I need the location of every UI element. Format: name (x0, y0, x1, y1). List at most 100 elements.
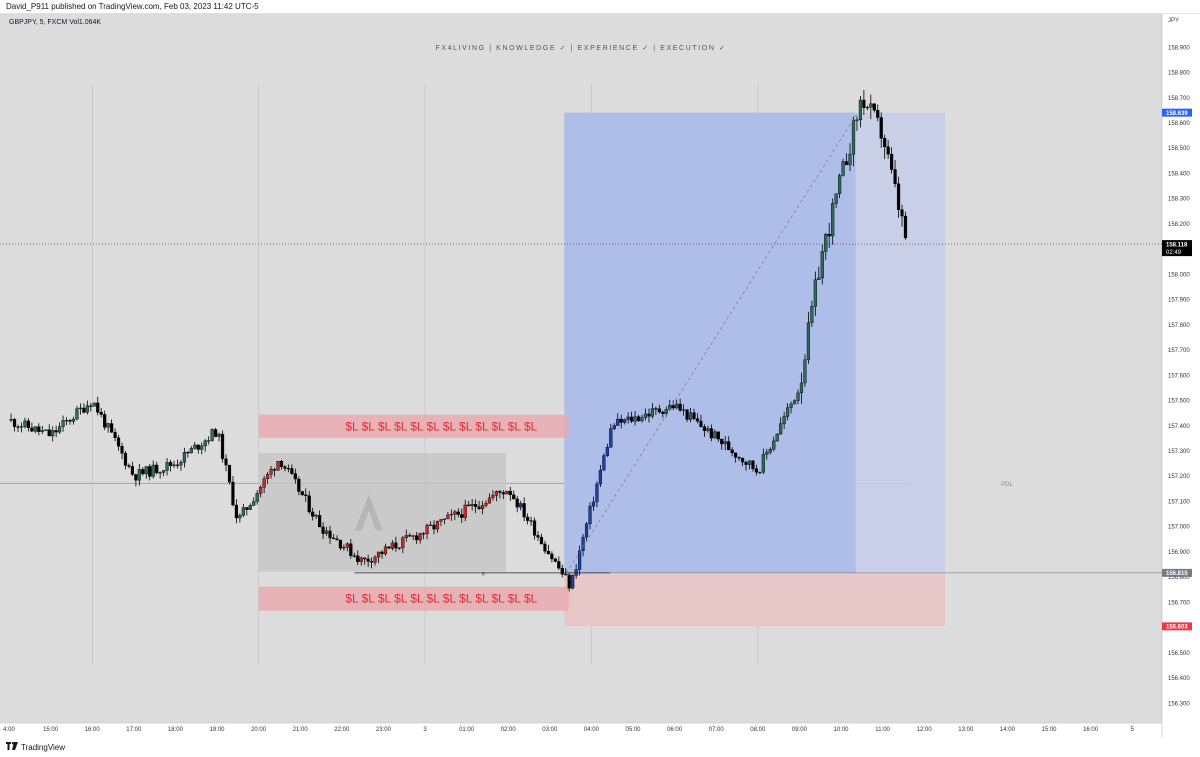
candle-body (78, 407, 83, 409)
volume-label: Vol1.064K (69, 19, 102, 26)
price-tick-label: 158.900 (1168, 45, 1190, 51)
candle-body (602, 455, 606, 471)
candle-body (550, 553, 554, 560)
price-tick-label: 158.700 (1168, 96, 1190, 102)
candle-body (293, 473, 297, 480)
candle-body (567, 574, 571, 589)
candle-body (116, 437, 121, 447)
candle-body (779, 423, 783, 435)
candle-body (747, 460, 752, 465)
candle-body (650, 408, 655, 417)
candle-body (692, 412, 696, 419)
candle-body (858, 99, 863, 121)
price-tick-label: 158.800 (1168, 71, 1190, 77)
candle-body (786, 407, 790, 417)
candle-body (477, 506, 481, 509)
candle-body (869, 103, 873, 108)
price-tick-label: 157.800 (1168, 323, 1190, 329)
candle-body (304, 494, 308, 496)
candle-body (675, 403, 679, 409)
price-tick-label: 157.700 (1168, 348, 1190, 354)
candle-body (449, 513, 453, 516)
candle-body (727, 441, 731, 451)
candle-body (234, 504, 239, 519)
candle-body (318, 515, 322, 528)
candle-body (584, 523, 589, 538)
candle-body (158, 472, 162, 474)
candle-body (789, 403, 793, 408)
candle-body (307, 495, 311, 513)
candle-body (765, 451, 769, 455)
candle-body (605, 446, 609, 456)
candle-body (397, 547, 401, 549)
sl-zone (258, 586, 569, 611)
tradingview-brand[interactable]: TradingView (6, 742, 65, 752)
candle-body (92, 402, 96, 407)
candle-body (175, 464, 180, 466)
candle-body (519, 503, 523, 508)
candle-body (290, 468, 294, 474)
candle-body (456, 511, 460, 515)
candle-body (82, 407, 86, 413)
candle-body (706, 428, 710, 431)
candle-body (120, 446, 124, 454)
candle-body (526, 516, 530, 521)
candle-body (487, 497, 492, 504)
candle-body (328, 530, 332, 539)
candle-body (713, 431, 717, 439)
price-tick-label: 157.100 (1168, 499, 1190, 505)
candle-body (224, 458, 228, 466)
candle-body (467, 504, 471, 507)
candle-body (162, 470, 166, 473)
candle-body (300, 491, 304, 496)
symbol-label: GBPJPY, 5, FXCM (9, 19, 68, 26)
candle-body (311, 511, 315, 517)
candle-body (387, 546, 391, 549)
candle-body (168, 462, 173, 466)
candle-body (636, 416, 641, 421)
candle-body (26, 420, 31, 429)
time-tick-label: 06:00 (667, 727, 683, 733)
candle-body (217, 433, 221, 437)
candle-body (113, 432, 117, 438)
candle-body (671, 404, 675, 409)
candle-body (876, 110, 880, 118)
candle-body (480, 505, 485, 509)
candle-body (844, 161, 849, 166)
candle-body (89, 405, 93, 407)
candle-body (557, 561, 561, 569)
candle-body (754, 468, 759, 473)
symbol-legend[interactable]: GBPJPY, 5, FXCM Vol1.064K (9, 19, 101, 26)
time-tick-label: 05:00 (625, 727, 641, 733)
price-axis-background (1162, 14, 1200, 737)
candle-body (12, 419, 17, 427)
candle-body (643, 413, 648, 418)
candle-body (266, 474, 270, 479)
candle-body (279, 461, 284, 467)
overlays: x (0, 112, 1162, 577)
price-tick-label: 156.500 (1168, 651, 1190, 657)
profit-zone (564, 112, 856, 573)
time-tick-label: 18:00 (168, 727, 184, 733)
price-tags: 158.639 158.118 02:49 156.815 156.603 (1162, 108, 1192, 631)
price-chart[interactable]: PDL $L $L $L $L $L $L $L $L $L $L $L $L $… (0, 14, 1200, 737)
stop-price-tag-bg (1162, 622, 1192, 631)
candle-body (51, 430, 55, 437)
candle-body (418, 533, 422, 541)
candle-body (366, 558, 370, 562)
candle-body (851, 119, 856, 155)
candle-body (40, 430, 44, 432)
time-axis[interactable]: 4:00 15:00 16:00 17:00 18:00 19:00 20:00 21:00 2… (3, 727, 1134, 733)
candle-body (820, 251, 824, 279)
candle-body (324, 530, 329, 534)
candle-body (827, 233, 831, 237)
candle-body (54, 430, 58, 433)
candle-body (439, 519, 443, 522)
candle-body (23, 420, 27, 427)
candle-body (37, 426, 41, 432)
price-axis[interactable]: 156.300156.400156.500156.600156.700156.8… (1168, 45, 1190, 707)
published-info: David_P911 published on TradingView.com,… (0, 0, 1200, 14)
candle-body (834, 193, 838, 204)
candle-body (591, 501, 596, 507)
candle-body (792, 400, 797, 405)
